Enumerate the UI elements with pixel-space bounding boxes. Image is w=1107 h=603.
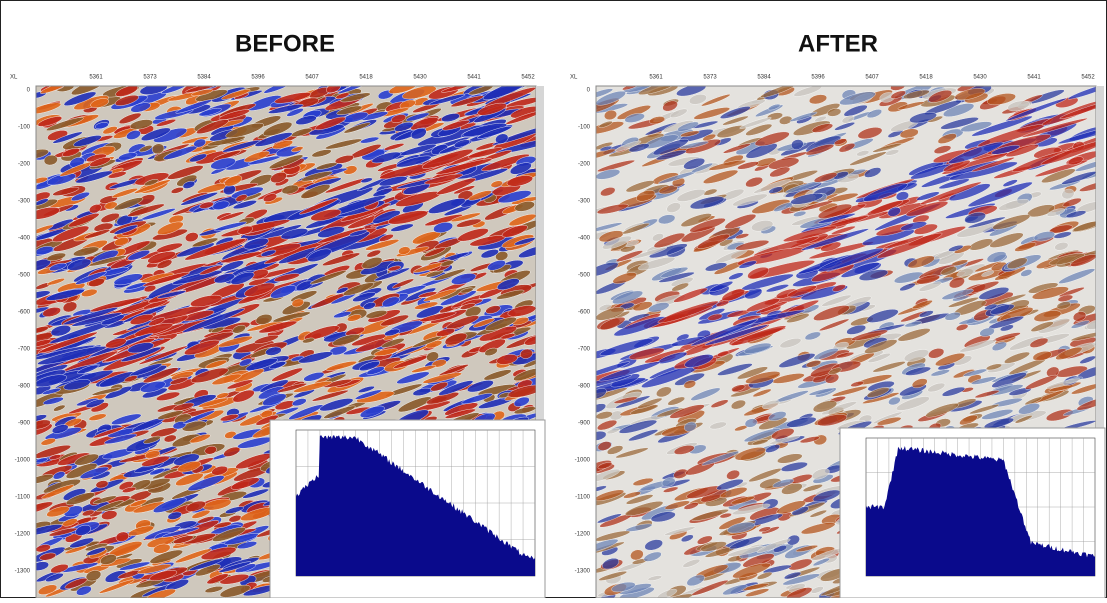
left-tick-label: -500 <box>578 273 591 279</box>
left-tick-label: -1300 <box>575 569 591 575</box>
left-tick-label: -300 <box>578 199 591 205</box>
left-tick-label: -200 <box>18 162 31 168</box>
top-tick-label: 5441 <box>1027 75 1041 81</box>
top-tick-label: 5430 <box>973 75 987 81</box>
left-tick-label: -100 <box>578 125 591 131</box>
axis-label: XL <box>570 75 578 81</box>
left-tick-label: -1100 <box>15 495 31 501</box>
left-tick-label: -500 <box>18 273 31 279</box>
left-tick-label: -300 <box>18 199 31 205</box>
left-tick-label: -900 <box>18 421 31 427</box>
left-tick-label: -600 <box>578 310 591 316</box>
top-tick-label: 5407 <box>305 75 319 81</box>
left-tick-label: -700 <box>578 347 591 353</box>
left-tick-label: -600 <box>18 310 31 316</box>
panel-title: BEFORE <box>235 30 335 57</box>
left-tick-label: -1300 <box>15 569 31 575</box>
left-tick-label: -1000 <box>15 458 31 464</box>
axis-label: XL <box>10 75 18 81</box>
top-tick-label: 5373 <box>703 75 717 81</box>
top-tick-label: 5384 <box>197 75 211 81</box>
top-tick-label: 5430 <box>413 75 427 81</box>
top-tick-label: 5396 <box>251 75 265 81</box>
left-tick-label: -900 <box>578 421 591 427</box>
top-tick-label: 5418 <box>359 75 373 81</box>
top-tick-label: 5407 <box>865 75 879 81</box>
left-tick-label: -800 <box>578 384 591 390</box>
top-tick-label: 5396 <box>811 75 825 81</box>
top-tick-label: 5373 <box>143 75 157 81</box>
left-tick-label: -100 <box>18 125 31 131</box>
top-tick-label: 5452 <box>1081 75 1095 81</box>
top-tick-label: 5452 <box>521 75 535 81</box>
left-tick-label: -1000 <box>575 458 591 464</box>
left-tick-label: -800 <box>18 384 31 390</box>
left-tick-label: -400 <box>578 236 591 242</box>
left-tick-label: -700 <box>18 347 31 353</box>
panel-title: AFTER <box>798 30 878 57</box>
left-tick-label: -400 <box>18 236 31 242</box>
top-tick-label: 5418 <box>919 75 933 81</box>
left-tick-label: -1200 <box>15 532 31 538</box>
top-tick-label: 5361 <box>89 75 103 81</box>
top-tick-label: 5384 <box>757 75 771 81</box>
left-tick-label: -1100 <box>575 495 591 501</box>
left-tick-label: -200 <box>578 162 591 168</box>
left-tick-label: -1200 <box>575 532 591 538</box>
top-tick-label: 5361 <box>649 75 663 81</box>
top-tick-label: 5441 <box>467 75 481 81</box>
